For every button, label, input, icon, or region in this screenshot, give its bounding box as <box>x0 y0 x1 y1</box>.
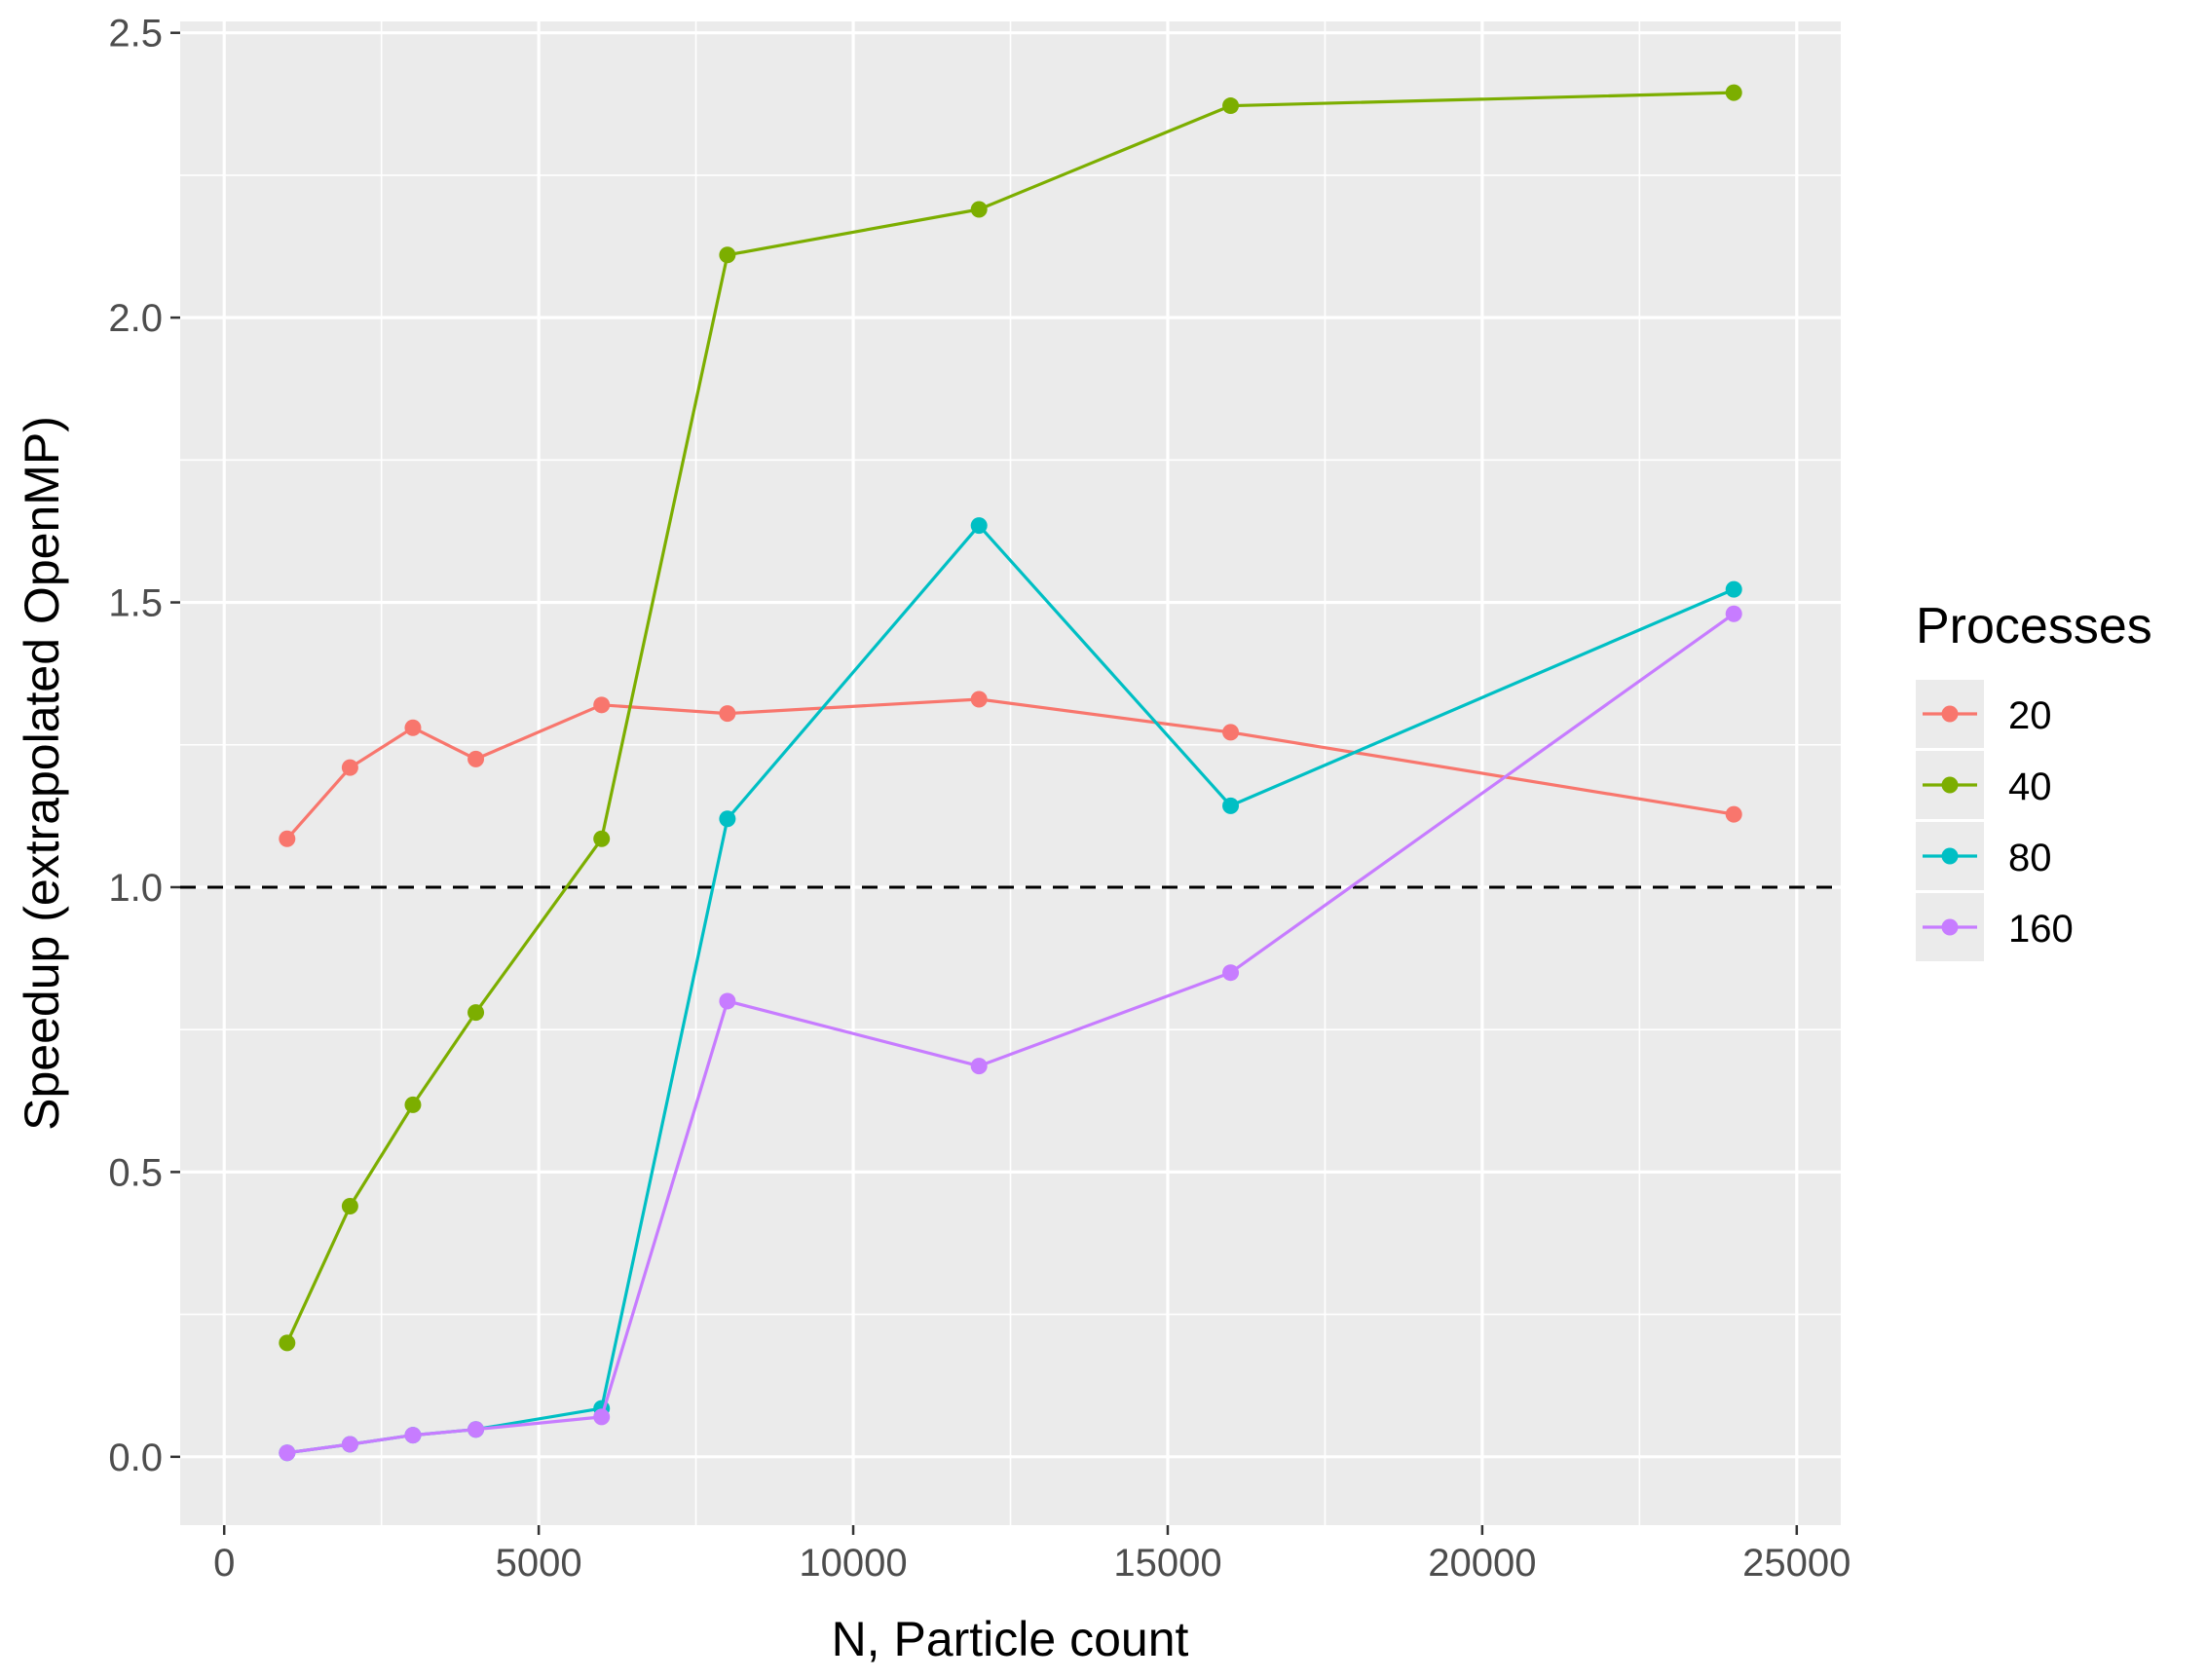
x-tick-label: 20000 <box>1428 1542 1536 1585</box>
legend-title: Processes <box>1916 598 2152 654</box>
data-point-40 <box>404 1096 422 1113</box>
data-point-20 <box>1222 724 1240 741</box>
data-point-40 <box>467 1004 485 1022</box>
data-point-160 <box>1222 964 1240 982</box>
y-tick-label: 0.5 <box>108 1151 163 1194</box>
data-point-20 <box>279 830 296 847</box>
data-point-40 <box>593 830 611 847</box>
data-point-80 <box>1222 797 1240 814</box>
data-point-20 <box>1725 805 1742 823</box>
data-point-160 <box>970 1058 988 1075</box>
minor-gridlines <box>180 21 1841 1525</box>
data-point-40 <box>970 201 988 218</box>
data-point-160 <box>341 1436 358 1453</box>
data-point-20 <box>970 691 988 708</box>
legend-key-point <box>1941 847 1959 865</box>
y-tick-label: 1.0 <box>108 867 163 910</box>
y-axis-title: Speedup (extrapolated OpenMP) <box>15 416 69 1131</box>
legend-label: 40 <box>2008 765 2052 808</box>
series-40 <box>279 84 1742 1352</box>
data-point-160 <box>719 992 736 1010</box>
data-point-160 <box>1725 605 1742 622</box>
data-point-80 <box>1725 580 1742 598</box>
data-point-40 <box>719 246 736 264</box>
x-axis-title: N, Particle count <box>832 1612 1189 1666</box>
series-layer <box>279 84 1742 1462</box>
data-point-40 <box>1725 84 1742 101</box>
legend-item-20: 20 <box>1916 680 2052 748</box>
legend-key-point <box>1941 918 1959 936</box>
series-20 <box>279 691 1742 847</box>
data-point-40 <box>279 1334 296 1352</box>
x-tick-label: 0 <box>213 1542 235 1585</box>
x-tick-label: 10000 <box>799 1542 907 1585</box>
data-point-160 <box>404 1427 422 1444</box>
legend-item-40: 40 <box>1916 751 2052 819</box>
data-point-80 <box>970 517 988 535</box>
data-point-80 <box>719 810 736 828</box>
x-tick-label: 5000 <box>496 1542 582 1585</box>
data-point-160 <box>467 1421 485 1438</box>
legend-item-160: 160 <box>1916 893 2074 961</box>
data-point-40 <box>1222 97 1240 115</box>
x-tick-label: 15000 <box>1113 1542 1221 1585</box>
x-tick-label: 25000 <box>1742 1542 1851 1585</box>
data-point-20 <box>404 719 422 736</box>
legend-label: 80 <box>2008 837 2052 879</box>
data-point-20 <box>341 759 358 776</box>
data-point-160 <box>593 1408 611 1426</box>
legend-key-point <box>1941 705 1959 723</box>
legend-label: 20 <box>2008 694 2052 737</box>
data-point-20 <box>719 705 736 723</box>
legend: Processes 20 40 80 160 <box>1916 598 2152 961</box>
y-tick-label: 2.0 <box>108 297 163 340</box>
legend-keys: 20 40 80 160 <box>1916 680 2074 961</box>
data-point-160 <box>279 1444 296 1462</box>
axes: 0 5000 10000 15000 20000 25000 0.0 0.5 1.0 1.5 2.0… <box>108 13 1851 1585</box>
y-tick-label: 2.5 <box>108 13 163 56</box>
legend-key-point <box>1941 776 1959 794</box>
legend-label: 160 <box>2008 908 2074 951</box>
data-point-40 <box>341 1197 358 1214</box>
series-160 <box>279 605 1742 1462</box>
y-tick-label: 0.0 <box>108 1437 163 1479</box>
legend-item-80: 80 <box>1916 822 2052 890</box>
y-tick-label: 1.5 <box>108 582 163 625</box>
data-point-20 <box>593 696 611 714</box>
data-point-20 <box>467 750 485 767</box>
